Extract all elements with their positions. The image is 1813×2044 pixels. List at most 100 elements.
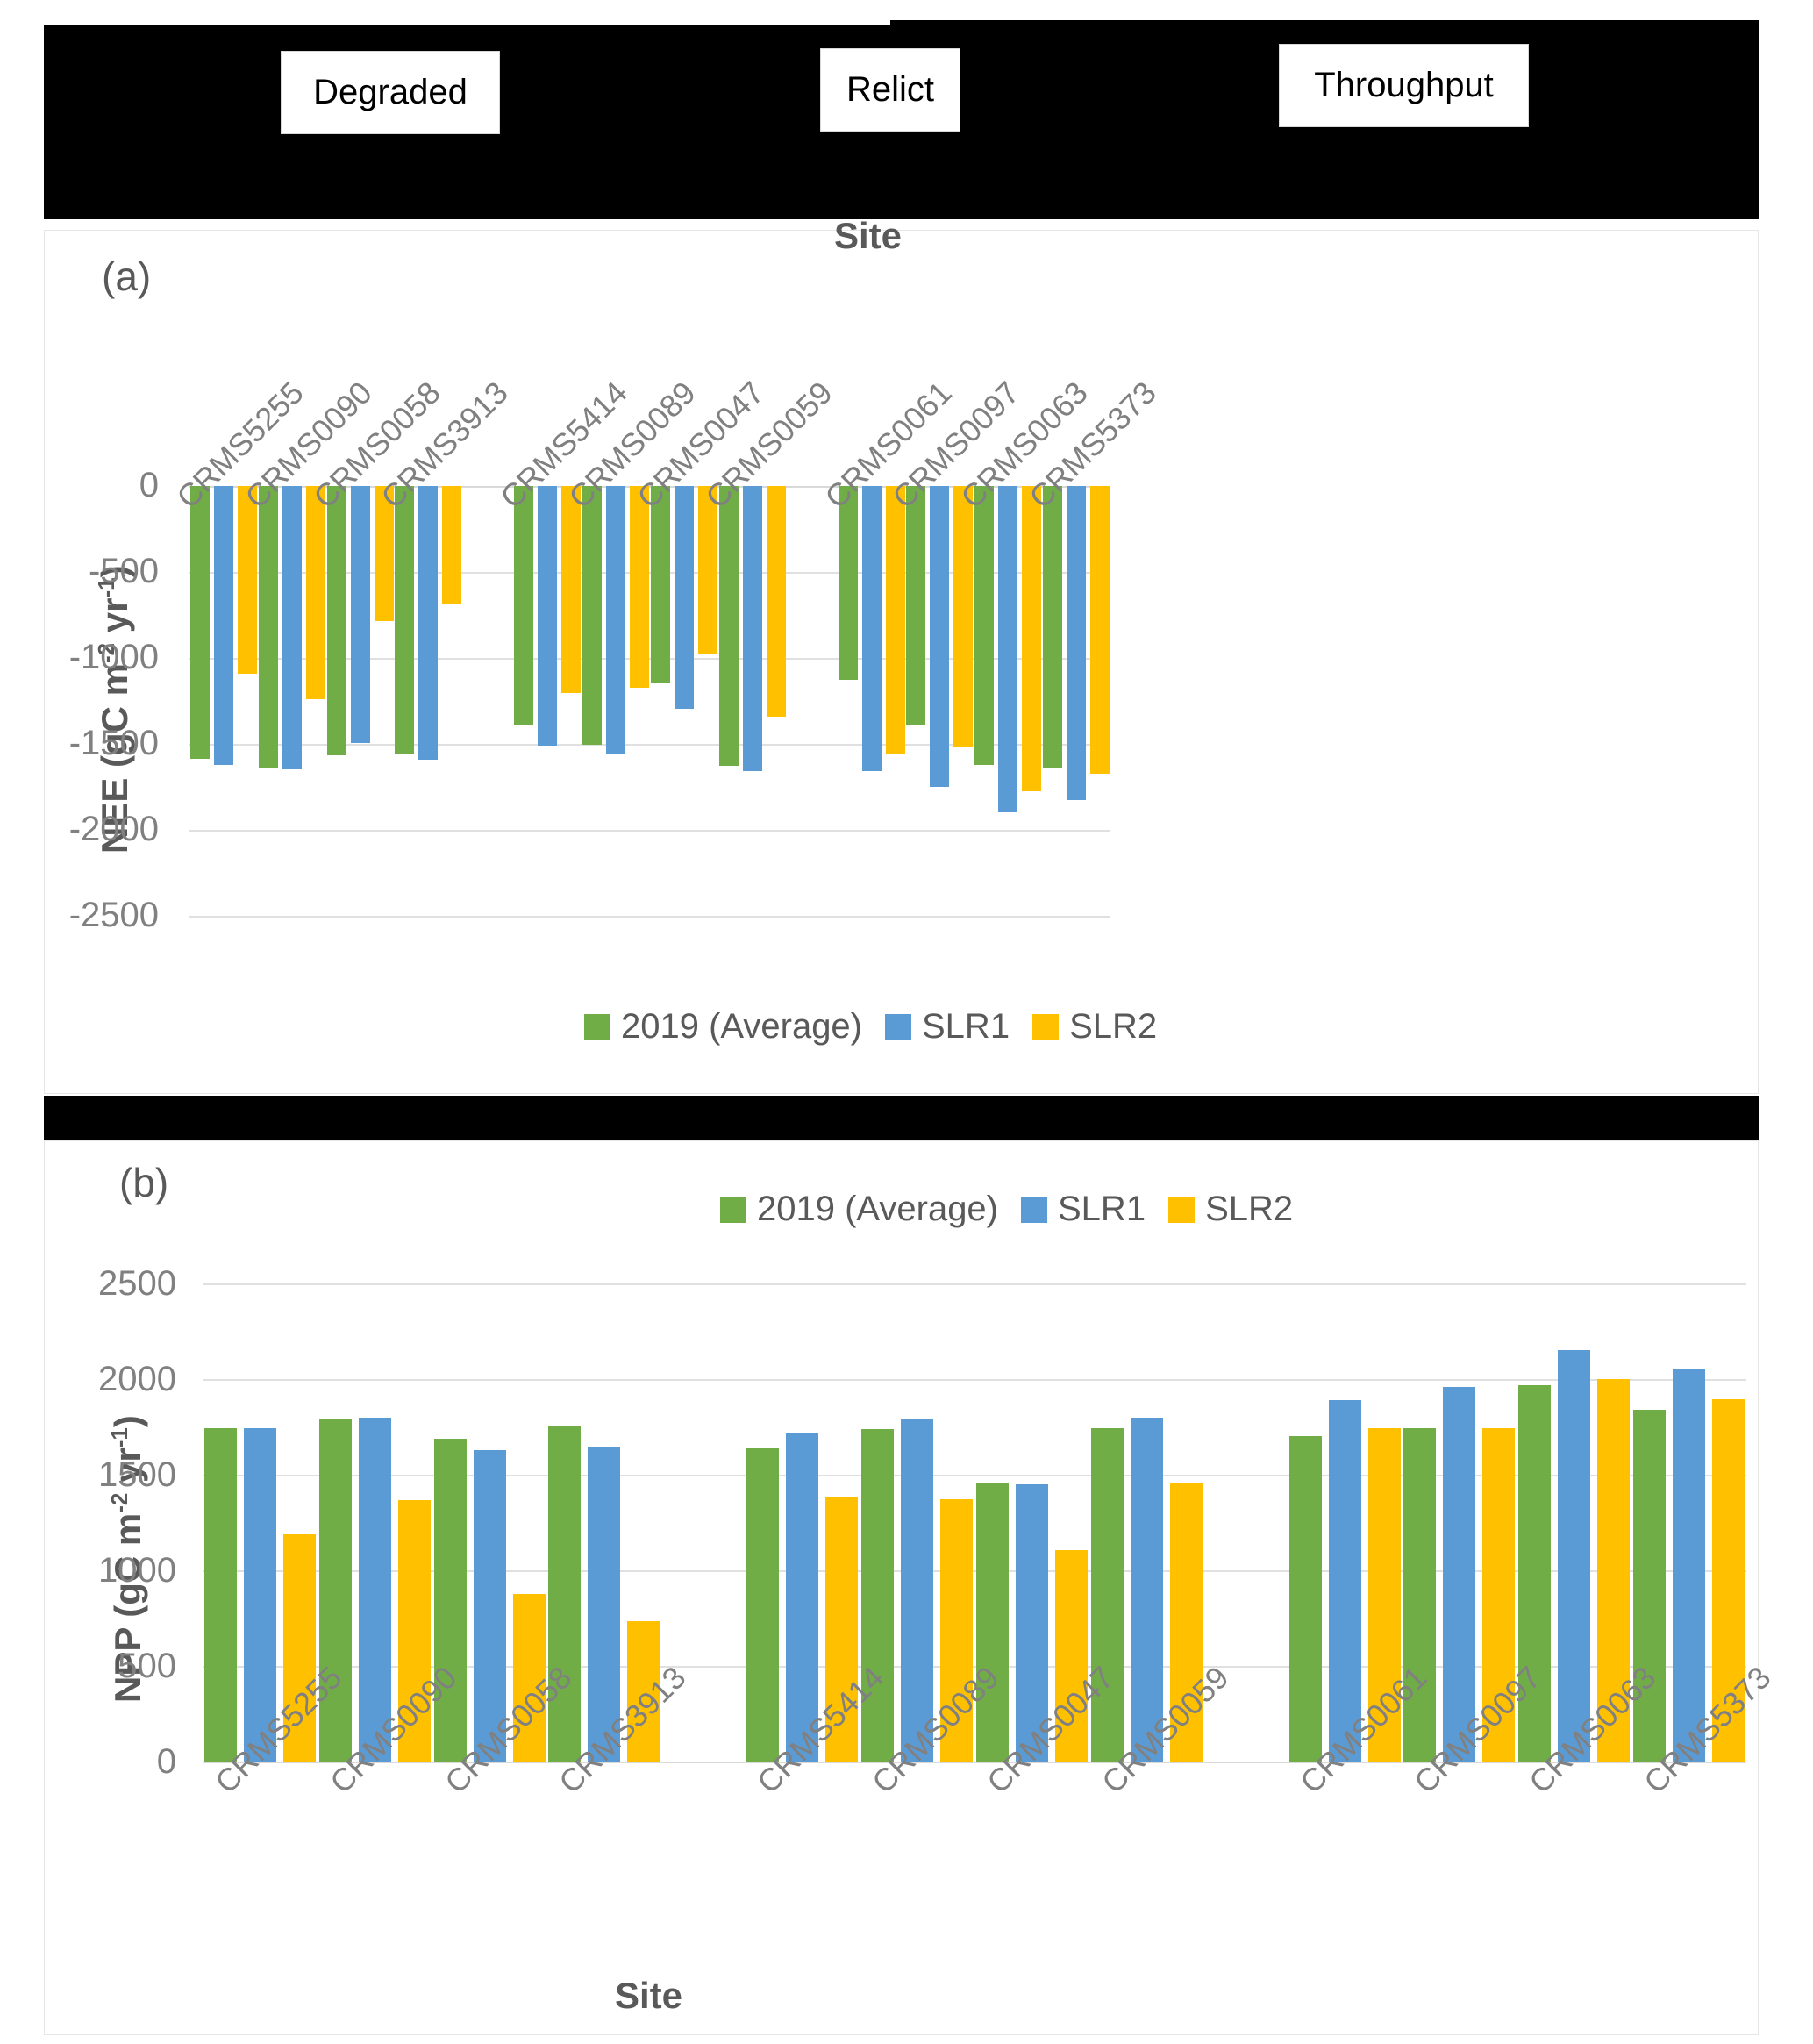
bar-CRMS5255-2019-average-[interactable]: [203, 1428, 237, 1762]
panel-a-bars: [189, 231, 1110, 1020]
bar-CRMS0059-slr1[interactable]: [742, 486, 762, 772]
bar-CRMS0063-2019-average-[interactable]: [1518, 1384, 1552, 1762]
bar-CRMS0058-2019-average-[interactable]: [326, 486, 346, 755]
bar-CRMS0061-2019-average-[interactable]: [1288, 1435, 1322, 1762]
bar-CRMS0047-slr2[interactable]: [697, 486, 717, 654]
legend-swatch-slr1-icon: [1021, 1196, 1047, 1223]
panel-a-legend-label-slr2: SLR2: [1069, 1007, 1158, 1046]
bar-CRMS0047-2019-average-[interactable]: [650, 486, 670, 683]
bar-CRMS0061-slr2[interactable]: [1367, 1427, 1401, 1762]
bar-CRMS0061-slr2[interactable]: [885, 486, 905, 754]
bar-CRMS0097-slr1[interactable]: [1443, 1387, 1476, 1762]
bar-CRMS0063-slr1[interactable]: [1558, 1349, 1591, 1762]
panel-a-legend: 2019 (Average) SLR1 SLR2: [584, 1007, 1157, 1047]
bar-CRMS3913-2019-average-[interactable]: [548, 1426, 582, 1762]
bar-CRMS3913-2019-average-[interactable]: [395, 486, 415, 754]
bar-CRMS0090-2019-average-[interactable]: [258, 486, 278, 768]
category-tab-relict[interactable]: Relict: [820, 48, 960, 132]
panel-b-letter: (b): [119, 1160, 169, 1205]
bar-CRMS0058-slr1[interactable]: [350, 486, 370, 744]
panel-a-legend-item-slr1[interactable]: SLR1: [885, 1007, 1010, 1047]
bar-CRMS0063-2019-average-[interactable]: [974, 486, 995, 765]
bar-CRMS5255-slr2[interactable]: [237, 486, 257, 674]
bar-CRMS5414-2019-average-[interactable]: [514, 486, 534, 726]
bar-CRMS0097-slr2[interactable]: [953, 486, 974, 747]
bar-CRMS3913-slr1[interactable]: [418, 486, 439, 760]
bar-CRMS3913-slr1[interactable]: [588, 1446, 621, 1762]
bar-CRMS0059-2019-average-[interactable]: [1090, 1428, 1124, 1762]
bar-CRMS0097-2019-average-[interactable]: [906, 486, 926, 725]
bar-CRMS5255-slr1[interactable]: [243, 1428, 276, 1762]
panel-a-legend-item-2019[interactable]: 2019 (Average): [584, 1007, 862, 1047]
bar-CRMS0061-2019-average-[interactable]: [838, 486, 858, 681]
bar-CRMS0058-2019-average-[interactable]: [433, 1438, 467, 1762]
bar-CRMS3913-slr2[interactable]: [442, 486, 462, 605]
panel-b-legend-item-2019[interactable]: 2019 (Average): [720, 1190, 998, 1229]
bar-CRMS5373-slr1[interactable]: [1673, 1369, 1706, 1762]
bar-CRMS0089-slr1[interactable]: [901, 1419, 934, 1762]
bar-CRMS5414-slr1[interactable]: [538, 486, 558, 746]
bar-CRMS0097-slr2[interactable]: [1482, 1428, 1516, 1762]
bar-CRMS0063-slr2[interactable]: [1597, 1379, 1631, 1762]
bar-CRMS0063-slr2[interactable]: [1022, 486, 1042, 791]
bar-CRMS5414-slr2[interactable]: [825, 1497, 859, 1762]
bar-CRMS0089-slr1[interactable]: [606, 486, 626, 754]
bar-CRMS0058-slr1[interactable]: [473, 1449, 506, 1762]
bar-CRMS0047-slr2[interactable]: [1054, 1550, 1088, 1762]
bar-CRMS0090-slr1[interactable]: [358, 1418, 391, 1762]
legend-swatch-slr2-icon: [1032, 1013, 1060, 1040]
bar-CRMS0090-slr1[interactable]: [282, 486, 302, 770]
bar-CRMS0089-slr2[interactable]: [940, 1498, 974, 1762]
panel-a-legend-item-slr2[interactable]: SLR2: [1032, 1007, 1157, 1047]
panel-b-legend-item-slr2[interactable]: SLR2: [1168, 1190, 1293, 1229]
bar-CRMS5373-slr2[interactable]: [1090, 486, 1110, 775]
bar-CRMS0059-slr1[interactable]: [1130, 1417, 1163, 1762]
bar-CRMS0089-2019-average-[interactable]: [861, 1429, 895, 1762]
bar-CRMS5255-2019-average-[interactable]: [189, 486, 210, 759]
panel-a-gridline-m1500: [189, 744, 1110, 746]
panel-a-ytick-0: 0: [139, 466, 159, 504]
panel-a-letter: (a): [102, 254, 152, 299]
bar-CRMS3913-slr2[interactable]: [627, 1621, 660, 1762]
bar-CRMS0090-2019-average-[interactable]: [318, 1419, 352, 1762]
bar-CRMS0061-slr1[interactable]: [861, 486, 882, 772]
bar-CRMS0097-2019-average-[interactable]: [1403, 1428, 1437, 1762]
panel-a-legend-label-slr1: SLR1: [922, 1007, 1010, 1046]
bar-CRMS0058-slr2[interactable]: [374, 486, 394, 621]
bar-CRMS0047-2019-average-[interactable]: [975, 1483, 1009, 1762]
bar-CRMS0047-slr1[interactable]: [674, 486, 694, 709]
panel-a-gridline-m500: [189, 572, 1110, 574]
bar-CRMS0063-slr1[interactable]: [998, 486, 1018, 813]
panel-a-nee-chart: (a) NPP (gC m NEE (gC m-2 yr-1) Site 0 -…: [44, 215, 1759, 1094]
bar-CRMS0090-slr2[interactable]: [397, 1500, 431, 1762]
bar-CRMS0097-slr1[interactable]: [930, 486, 950, 787]
panel-b-legend-item-slr1[interactable]: SLR1: [1021, 1190, 1146, 1229]
panel-b-npp-chart: (b) NPP (gC m-2 yr-1) Site 2500 2000 150…: [44, 1140, 1778, 2035]
bar-CRMS5373-2019-average-[interactable]: [1633, 1409, 1667, 1762]
bar-CRMS5373-slr2[interactable]: [1712, 1398, 1745, 1762]
panel-a-ytick-m2000: -2000: [68, 810, 159, 848]
bar-CRMS5414-slr1[interactable]: [786, 1433, 819, 1762]
bar-CRMS5373-2019-average-[interactable]: [1043, 486, 1063, 769]
panel-b-gridline-2500: [203, 1283, 1746, 1285]
bar-CRMS0058-slr2[interactable]: [512, 1593, 546, 1762]
legend-swatch-2019-icon: [720, 1196, 746, 1223]
bar-CRMS0059-slr2[interactable]: [766, 486, 786, 717]
panel-b-ytick-2000: 2000: [98, 1360, 176, 1398]
bar-CRMS5373-slr1[interactable]: [1067, 486, 1087, 800]
bar-CRMS5255-slr1[interactable]: [213, 486, 233, 765]
bar-CRMS0061-slr1[interactable]: [1328, 1399, 1361, 1762]
bar-CRMS0059-2019-average-[interactable]: [718, 486, 739, 766]
bar-CRMS0089-2019-average-[interactable]: [582, 486, 603, 745]
panel-b-x-labels: CRMS5255 CRMS0090 CRMS0058 CRMS3913 CRMS5414…: [203, 1141, 1778, 1808]
bar-CRMS5414-slr2[interactable]: [561, 486, 582, 694]
bar-CRMS5255-slr2[interactable]: [282, 1534, 316, 1762]
bar-CRMS0059-slr2[interactable]: [1169, 1482, 1203, 1762]
bar-CRMS0089-slr2[interactable]: [630, 486, 650, 689]
category-tab-degraded[interactable]: Degraded: [281, 51, 500, 134]
bar-CRMS0047-slr1[interactable]: [1015, 1484, 1048, 1762]
category-tab-throughput[interactable]: Throughput: [1279, 44, 1529, 127]
bar-CRMS0090-slr2[interactable]: [305, 486, 325, 700]
panel-b-ytick-0: 0: [156, 1742, 176, 1781]
bar-CRMS5414-2019-average-[interactable]: [746, 1448, 780, 1762]
